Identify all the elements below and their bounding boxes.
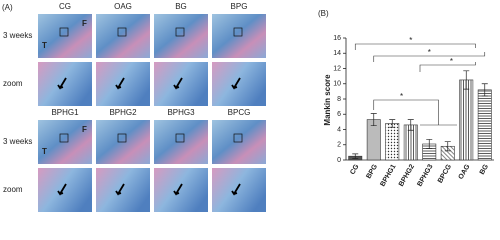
row-label: zoom (3, 185, 23, 194)
zoom-box (233, 133, 243, 143)
significance-label: * (450, 57, 453, 66)
micrograph (96, 62, 150, 106)
panel-a: 3 weeks zoom 3 weeks zoom CG OAG BG BPG BPHG1 BPH… (3, 2, 266, 212)
y-tick-label: 0 (337, 157, 341, 164)
bar (385, 123, 400, 161)
micrograph (38, 62, 92, 106)
micrograph (38, 168, 92, 212)
zoom-box (175, 27, 185, 37)
x-tick-label: BG (479, 163, 491, 176)
micrograph (212, 168, 266, 212)
significance-bracket (419, 62, 476, 72)
y-axis-title: Mankin score (323, 74, 332, 126)
panel-label: (A) (2, 3, 13, 12)
arrow (173, 183, 183, 196)
group-label: BPCG (228, 108, 251, 117)
arrow (115, 77, 125, 90)
y-tick-label: 14 (333, 50, 341, 57)
significance-bracket (373, 52, 486, 62)
error-bar (463, 70, 470, 90)
error-bar (407, 119, 414, 131)
y-tick-label: 12 (333, 65, 341, 72)
y-tick-label: 8 (337, 96, 341, 103)
row-label: zoom (3, 79, 23, 88)
arrow (115, 183, 125, 196)
arrow (173, 77, 183, 90)
significance-bracket (354, 43, 476, 50)
bar (459, 79, 474, 161)
marker: F (82, 125, 87, 134)
y-tick-label: 10 (333, 81, 341, 88)
x-tick-label: OAG (458, 163, 472, 181)
arrow (231, 77, 241, 90)
error-bar (389, 119, 396, 128)
significance-bracket (373, 99, 457, 126)
x-tick-label: BPCG (437, 163, 453, 184)
error-bar (426, 139, 433, 149)
zoom-box (117, 27, 127, 37)
group-label: CG (59, 2, 71, 11)
y-tick-label: 16 (333, 35, 341, 42)
zoom-box (59, 133, 69, 143)
group-label: OAG (114, 2, 132, 11)
panel-b: 0 2 4 6 8 10 12 14 16 CG BPG BPHG1 BPHG2 BPHG3 BPCG OAG… (333, 35, 494, 188)
significance-label: * (400, 92, 403, 101)
error-bar (444, 141, 451, 152)
x-tick-label: CG (349, 163, 361, 176)
row-label: 3 weeks (3, 137, 32, 146)
group-label: BPHG1 (51, 108, 79, 117)
marker: T (42, 147, 47, 156)
error-bar (370, 113, 377, 127)
significance-label: * (428, 48, 431, 57)
group-label: BG (175, 2, 187, 11)
y-tick-label: 4 (337, 126, 341, 133)
marker: F (82, 19, 87, 28)
group-label: BPG (231, 2, 248, 11)
group-label: BPHG2 (109, 108, 137, 117)
error-bar (481, 83, 488, 97)
x-tick-label: BPHG3 (416, 163, 434, 187)
group-label: BPHG3 (167, 108, 195, 117)
zoom-box (59, 27, 69, 37)
marker: T (42, 41, 47, 50)
arrow (57, 77, 67, 90)
zoom-box (117, 133, 127, 143)
x-tick-label: BPHG1 (379, 163, 397, 187)
y-tick-label: 6 (337, 111, 341, 118)
error-bar (352, 153, 359, 159)
micrograph (212, 62, 266, 106)
arrow (57, 183, 67, 196)
micrograph (96, 168, 150, 212)
x-tick-label: BPG (365, 163, 379, 180)
zoom-box (175, 133, 185, 143)
significance-label: * (409, 36, 412, 45)
micrograph (154, 62, 208, 106)
micrograph (154, 168, 208, 212)
zoom-box (233, 27, 243, 37)
panel-label: (B) (318, 9, 329, 18)
y-tick-label: 2 (337, 142, 341, 149)
row-label: 3 weeks (3, 31, 32, 40)
x-tick-label: BPHG2 (398, 163, 416, 187)
arrow (231, 183, 241, 196)
bar (477, 89, 492, 161)
